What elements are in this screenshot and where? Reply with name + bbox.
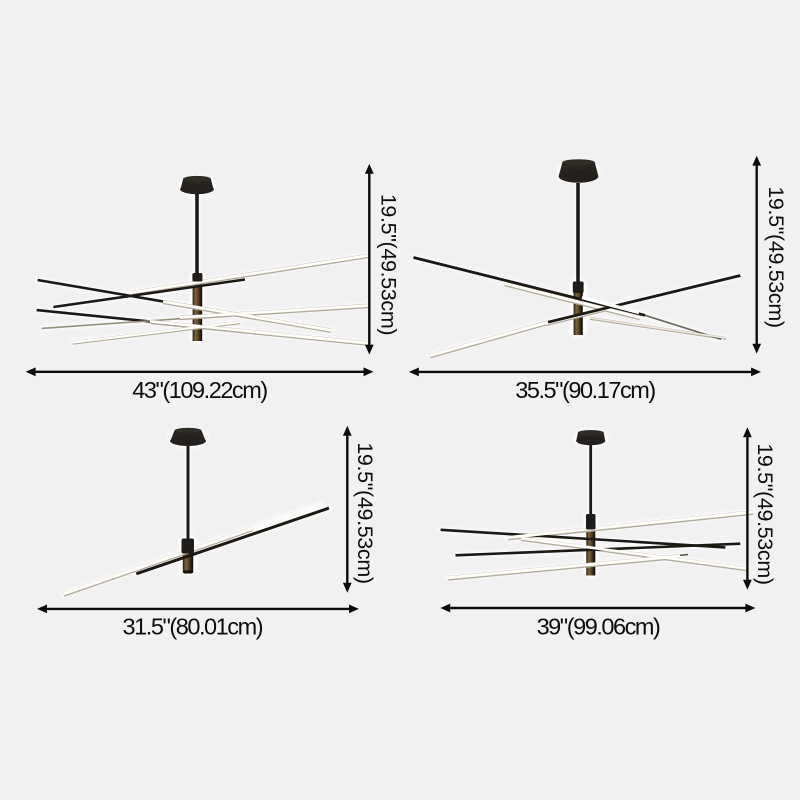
svg-text:43"(109.22cm): 43"(109.22cm) [132,377,267,403]
svg-text:19.5"(49.53cm): 19.5"(49.53cm) [376,194,400,335]
svg-text:39"(99.06cm): 39"(99.06cm) [537,614,660,640]
svg-text:19.5"(49.53cm): 19.5"(49.53cm) [764,186,788,327]
svg-text:19.5"(49.53cm): 19.5"(49.53cm) [353,442,377,583]
svg-text:35.5"(90.17cm): 35.5"(90.17cm) [515,377,655,403]
svg-text:31.5"(80.01cm): 31.5"(80.01cm) [123,614,263,640]
svg-text:19.5"(49.53cm): 19.5"(49.53cm) [753,443,777,584]
